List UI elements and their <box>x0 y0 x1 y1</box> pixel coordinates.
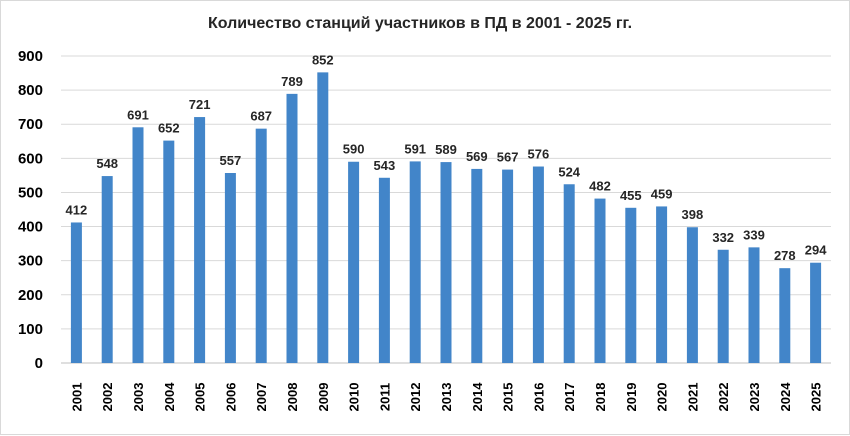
data-label: 548 <box>96 156 118 171</box>
data-label: 852 <box>312 52 334 67</box>
data-label: 691 <box>127 107 149 122</box>
x-tick-label: 2015 <box>501 383 516 412</box>
bar <box>378 177 390 363</box>
data-label: 455 <box>620 188 642 203</box>
x-tick-label: 2023 <box>747 383 762 412</box>
bar <box>440 162 452 363</box>
y-tick-label: 200 <box>18 287 43 304</box>
data-label: 576 <box>528 147 550 162</box>
bar <box>779 268 791 363</box>
x-tick-label: 2019 <box>624 383 639 412</box>
data-label: 524 <box>558 164 580 179</box>
bar <box>70 222 82 363</box>
data-label: 557 <box>220 153 242 168</box>
data-label: 332 <box>712 230 734 245</box>
bar <box>194 117 206 363</box>
x-tick-label: 2003 <box>131 383 146 412</box>
x-tick-label: 2001 <box>69 383 84 412</box>
y-tick-label: 900 <box>18 48 43 65</box>
data-label: 543 <box>374 158 396 173</box>
x-tick-label: 2005 <box>193 383 208 412</box>
data-label: 567 <box>497 150 519 165</box>
bar <box>132 127 144 363</box>
data-label: 652 <box>158 121 180 136</box>
chart-title: Количество станций участников в ПД в 200… <box>208 15 632 32</box>
data-label: 569 <box>466 149 488 164</box>
data-label: 482 <box>589 179 611 194</box>
x-tick-label: 2002 <box>100 383 115 412</box>
bar <box>286 93 298 363</box>
bar <box>317 72 329 363</box>
y-tick-label: 500 <box>18 184 43 201</box>
data-label: 459 <box>651 186 673 201</box>
x-tick-label: 2004 <box>162 382 177 412</box>
y-axis-ticks: 0 100 200 300 400 500 600 700 800 900 <box>18 48 43 372</box>
bar <box>163 140 175 363</box>
bar <box>748 247 760 363</box>
data-label: 339 <box>743 227 765 242</box>
x-tick-label: 2021 <box>685 383 700 412</box>
y-tick-label: 100 <box>18 321 43 338</box>
x-tick-label: 2017 <box>562 383 577 412</box>
bar <box>594 198 606 363</box>
x-tick-label: 2011 <box>377 383 392 411</box>
data-label: 721 <box>189 97 211 112</box>
bar <box>532 166 544 363</box>
bar <box>502 169 514 363</box>
bar <box>810 262 822 363</box>
x-tick-label: 2012 <box>408 383 423 412</box>
bar <box>348 161 360 363</box>
y-tick-label: 700 <box>18 116 43 133</box>
data-label: 591 <box>404 141 426 156</box>
y-tick-label: 300 <box>18 253 43 270</box>
y-tick-label: 400 <box>18 219 43 236</box>
y-tick-label: 0 <box>35 355 43 372</box>
bars <box>70 72 822 363</box>
x-tick-label: 2008 <box>285 383 300 412</box>
data-label: 294 <box>805 243 827 258</box>
bar <box>656 206 668 363</box>
x-axis-ticks: 2001 2002 2003 2004 2005 2006 2007 2008 2009 2010… <box>69 382 823 412</box>
x-tick-label: 2014 <box>470 382 485 412</box>
data-labels: 412 548 691 652 721 557 687 789 852 590 543 591 589 5… <box>66 52 828 263</box>
bar <box>625 207 637 363</box>
x-tick-label: 2010 <box>347 383 362 412</box>
bar <box>409 161 421 363</box>
x-tick-label: 2009 <box>316 383 331 412</box>
x-tick-label: 2025 <box>809 383 824 412</box>
bar <box>563 184 575 363</box>
x-tick-label: 2007 <box>254 383 269 412</box>
data-label: 590 <box>343 142 365 157</box>
data-label: 412 <box>66 202 88 217</box>
x-tick-label: 2024 <box>778 382 793 412</box>
data-label: 278 <box>774 248 796 263</box>
data-label: 687 <box>250 109 272 124</box>
data-label: 398 <box>682 207 704 222</box>
data-label: 789 <box>281 74 303 89</box>
x-tick-label: 2018 <box>593 383 608 412</box>
y-tick-label: 600 <box>18 150 43 167</box>
bar <box>255 128 267 363</box>
x-tick-label: 2006 <box>223 383 238 412</box>
x-tick-label: 2022 <box>716 383 731 412</box>
x-tick-label: 2016 <box>531 383 546 412</box>
bar <box>717 249 729 363</box>
bar <box>224 173 236 363</box>
bar <box>686 227 698 363</box>
bar <box>101 176 113 363</box>
x-tick-label: 2013 <box>439 383 454 412</box>
data-label: 589 <box>435 142 457 157</box>
x-tick-label: 2020 <box>655 383 670 412</box>
bar <box>471 168 483 363</box>
y-tick-label: 800 <box>18 82 43 99</box>
